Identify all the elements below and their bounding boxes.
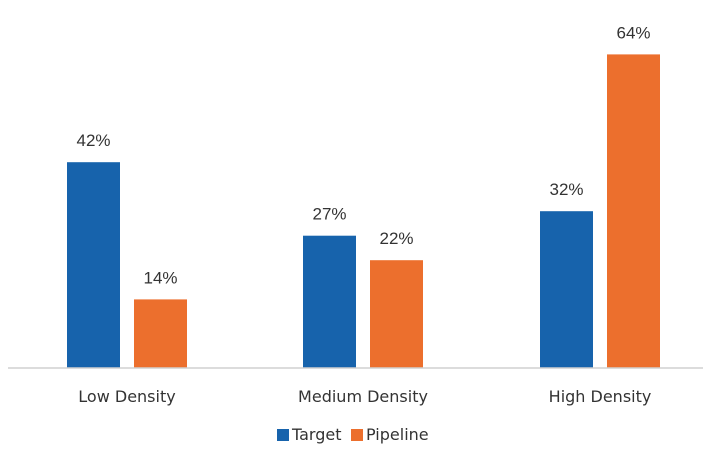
bar-pipeline-medium-density <box>370 260 423 368</box>
x-tick-label: High Density <box>549 387 652 406</box>
legend: Target Pipeline <box>277 425 429 444</box>
bar-target-medium-density <box>303 235 356 368</box>
data-label: 64% <box>616 23 650 42</box>
data-label: 32% <box>549 180 583 199</box>
bar-pipeline-high-density <box>607 54 660 369</box>
data-label: 22% <box>379 229 413 248</box>
bar-target-high-density <box>540 211 593 368</box>
x-tick-labels: Low Density Medium Density High Density <box>78 387 651 406</box>
legend-swatch-pipeline <box>351 429 363 441</box>
legend-label-target: Target <box>291 425 342 444</box>
data-label: 42% <box>76 131 110 150</box>
bar-target-low-density <box>67 162 120 368</box>
legend-label-pipeline: Pipeline <box>366 425 429 444</box>
bars-layer <box>67 54 660 369</box>
data-label: 14% <box>143 268 177 287</box>
legend-swatch-target <box>277 429 289 441</box>
x-tick-label: Low Density <box>78 387 175 406</box>
data-label: 27% <box>312 205 346 224</box>
data-labels-layer: 42% 27% 32% 14% 22% 64% <box>76 23 650 287</box>
bar-pipeline-low-density <box>134 299 187 368</box>
x-tick-label: Medium Density <box>298 387 428 406</box>
